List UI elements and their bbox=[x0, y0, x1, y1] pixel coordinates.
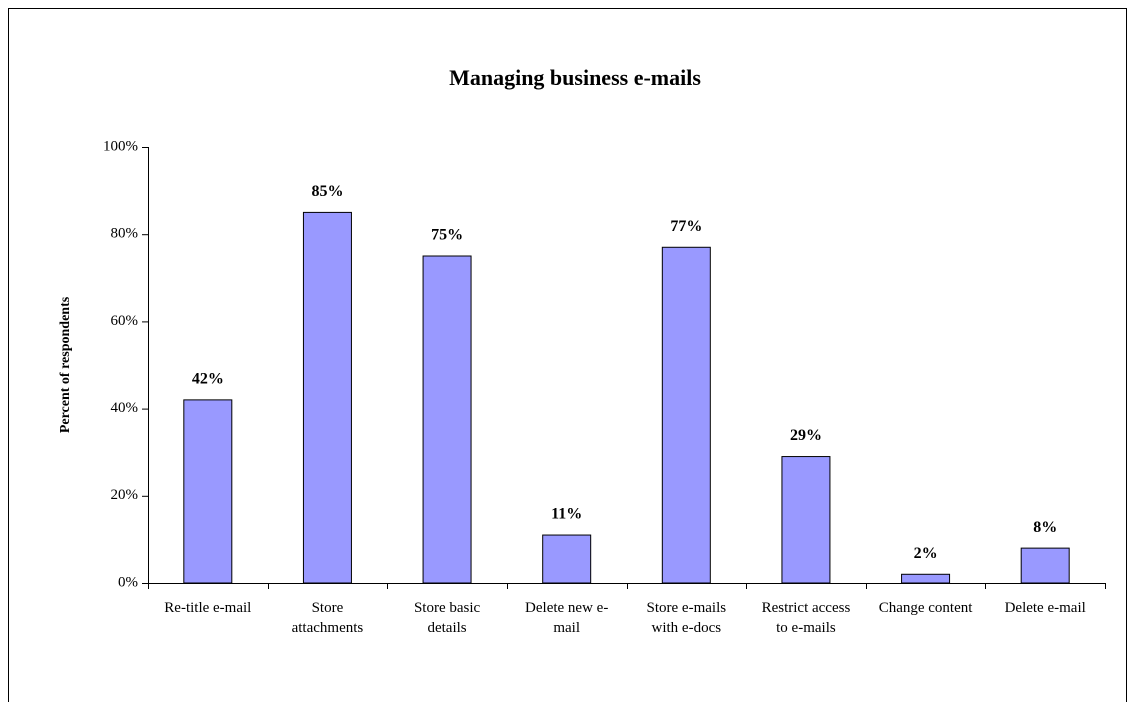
x-tick-label: Store attachments bbox=[292, 600, 364, 636]
bar bbox=[422, 255, 472, 584]
x-tick-label: Store basic details bbox=[414, 600, 481, 636]
y-tick-label: 80% bbox=[111, 226, 139, 242]
data-label: 11% bbox=[551, 506, 582, 523]
data-label: 42% bbox=[192, 371, 224, 388]
y-tick-label: 60% bbox=[111, 313, 139, 329]
chart-frame bbox=[8, 8, 1127, 707]
x-tick-label: Store e-mails with e-docs bbox=[647, 600, 727, 636]
bar bbox=[901, 573, 951, 584]
y-tick-label: 0% bbox=[118, 574, 138, 590]
bar bbox=[781, 456, 831, 584]
y-tick-label: 100% bbox=[103, 138, 138, 154]
data-label: 2% bbox=[914, 545, 938, 562]
x-tick-label: Delete e-mail bbox=[1005, 600, 1086, 616]
data-label: 75% bbox=[431, 227, 463, 244]
bar bbox=[183, 399, 233, 584]
bar bbox=[661, 246, 711, 584]
y-axis-title: Percent of respondents bbox=[58, 296, 73, 433]
x-tick-label: Re-title e-mail bbox=[164, 600, 251, 616]
data-label: 85% bbox=[311, 183, 343, 200]
bar bbox=[542, 534, 592, 584]
data-label: 29% bbox=[790, 427, 822, 444]
x-tick-label: Change content bbox=[879, 600, 974, 616]
data-label: 77% bbox=[670, 218, 702, 235]
x-tick-label: Restrict access to e-mails bbox=[762, 600, 851, 636]
bar bbox=[302, 211, 352, 584]
x-tick-label: Delete new e-mail bbox=[525, 600, 608, 636]
y-tick-label: 20% bbox=[111, 487, 139, 503]
data-label: 8% bbox=[1033, 519, 1057, 536]
chart-title: Managing business e-mails bbox=[449, 65, 701, 90]
y-tick-label: 40% bbox=[111, 400, 139, 416]
bar bbox=[1020, 547, 1070, 584]
